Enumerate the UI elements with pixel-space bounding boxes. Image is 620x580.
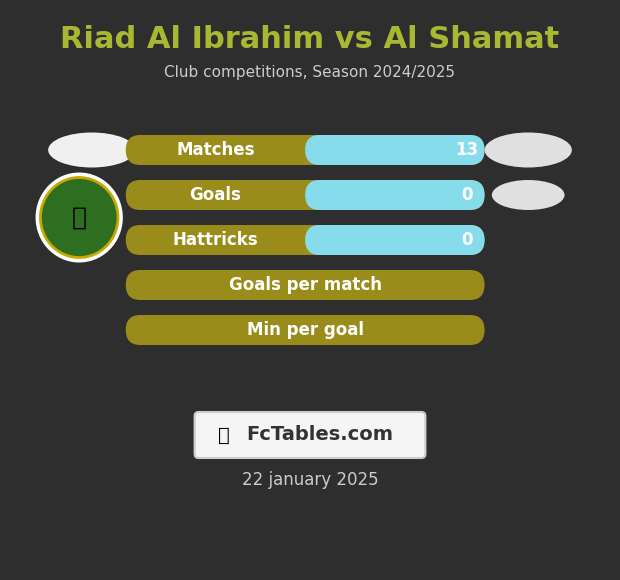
Text: Min per goal: Min per goal <box>247 321 364 339</box>
Ellipse shape <box>492 180 565 210</box>
FancyBboxPatch shape <box>126 270 485 300</box>
FancyBboxPatch shape <box>126 315 485 345</box>
Text: 0: 0 <box>461 186 473 204</box>
FancyBboxPatch shape <box>126 225 485 255</box>
FancyBboxPatch shape <box>305 135 485 165</box>
Text: 🦅: 🦅 <box>72 205 87 230</box>
Text: Goals per match: Goals per match <box>229 276 382 294</box>
Text: 13: 13 <box>456 141 479 159</box>
Text: Matches: Matches <box>176 141 255 159</box>
Text: Club competitions, Season 2024/2025: Club competitions, Season 2024/2025 <box>164 64 456 79</box>
Ellipse shape <box>485 132 572 168</box>
Text: 📊: 📊 <box>218 426 229 444</box>
Text: 22 january 2025: 22 january 2025 <box>242 471 378 489</box>
Text: 0: 0 <box>461 231 473 249</box>
Text: Goals: Goals <box>190 186 241 204</box>
Ellipse shape <box>48 132 135 168</box>
Text: Hattricks: Hattricks <box>172 231 259 249</box>
Text: Riad Al Ibrahim vs Al Shamat: Riad Al Ibrahim vs Al Shamat <box>60 26 560 55</box>
Circle shape <box>35 172 123 263</box>
FancyBboxPatch shape <box>195 412 425 458</box>
FancyBboxPatch shape <box>126 135 485 165</box>
Circle shape <box>40 177 118 258</box>
FancyBboxPatch shape <box>305 180 485 210</box>
FancyBboxPatch shape <box>126 180 485 210</box>
FancyBboxPatch shape <box>305 225 485 255</box>
Text: FcTables.com: FcTables.com <box>246 426 393 444</box>
